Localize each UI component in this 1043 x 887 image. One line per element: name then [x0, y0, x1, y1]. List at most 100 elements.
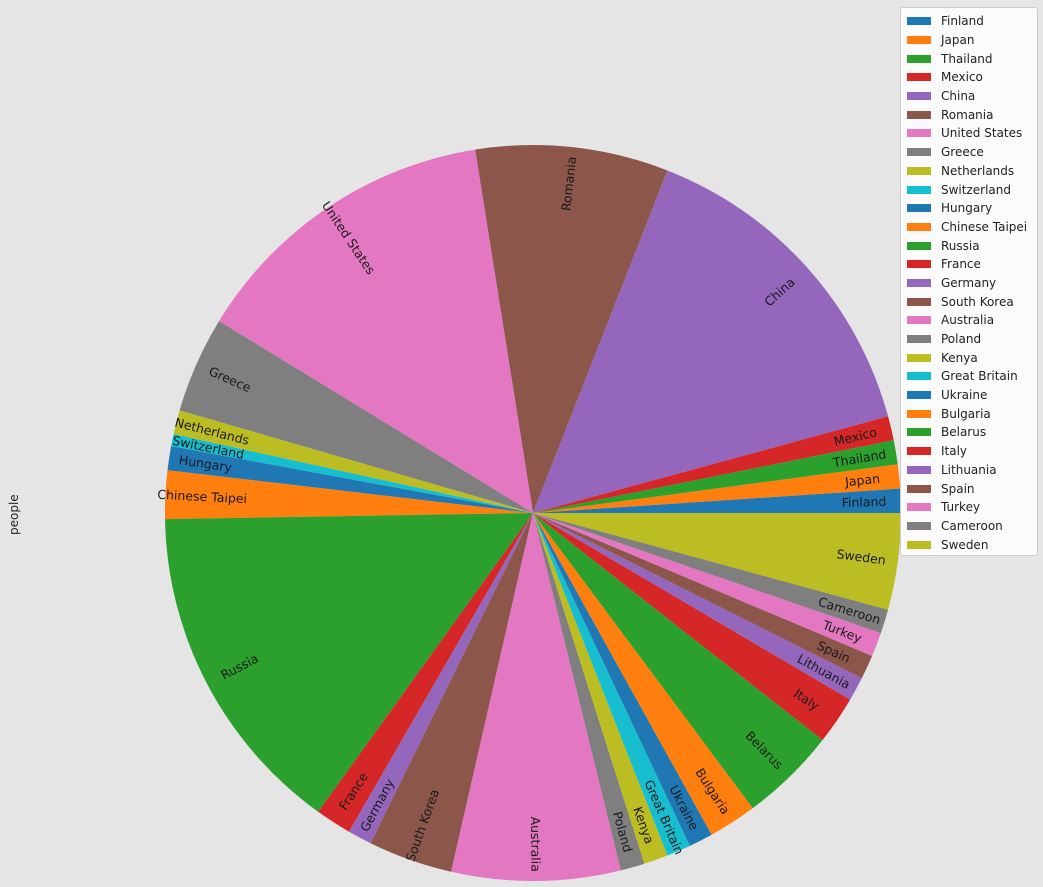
legend-item-sweden: Sweden: [907, 535, 1037, 554]
pie-slice-netherlands: [173, 410, 533, 513]
legend-item-bulgaria: Bulgaria: [907, 404, 1037, 423]
pie-slices: [165, 145, 901, 881]
legend-item-ukraine: Ukraine: [907, 386, 1037, 405]
legend-swatch: [907, 110, 931, 119]
legend-item-poland: Poland: [907, 330, 1037, 349]
legend-item-romania: Romania: [907, 105, 1037, 124]
pie-slice-china: [533, 170, 889, 513]
legend-label: Poland: [941, 332, 982, 347]
legend-item-great-britain: Great Britain: [907, 367, 1037, 386]
legend-swatch: [907, 409, 931, 418]
pie-slice-bulgaria: [533, 513, 753, 835]
legend-swatch: [907, 17, 931, 26]
pie-slice-lithuania: [533, 513, 862, 700]
slice-label-japan: Japan: [843, 471, 880, 489]
legend-label: Netherlands: [941, 163, 1015, 178]
legend-swatch: [907, 260, 931, 269]
slice-label-australia: Australia: [528, 816, 543, 871]
pie-slice-france: [318, 513, 533, 832]
pie-slice-australia: [451, 513, 621, 881]
pie-slice-belarus: [533, 513, 823, 809]
legend-item-australia: Australia: [907, 311, 1037, 330]
legend-swatch: [907, 185, 931, 194]
legend-swatch: [907, 204, 931, 213]
legend-label: Hungary: [941, 201, 993, 216]
legend-item-greece: Greece: [907, 143, 1037, 162]
pie-slice-poland: [533, 513, 645, 871]
y-axis-label: people: [7, 494, 21, 535]
legend-swatch: [907, 372, 931, 381]
legend-swatch: [907, 222, 931, 231]
legend-swatch: [907, 353, 931, 362]
pie-slice-spain: [533, 513, 873, 679]
legend-swatch: [907, 391, 931, 400]
legend-item-russia: Russia: [907, 236, 1037, 255]
slice-label-sweden: Sweden: [836, 546, 887, 567]
legend-label: Australia: [941, 313, 995, 328]
legend-label: South Korea: [941, 294, 1014, 309]
legend-label: United States: [941, 126, 1023, 141]
legend-item-thailand: Thailand: [907, 49, 1037, 68]
legend-label: Romania: [941, 107, 994, 122]
legend-item-china: China: [907, 87, 1037, 106]
legend-item-kenya: Kenya: [907, 348, 1037, 367]
pie-slice-italy: [533, 513, 851, 741]
legend-item-italy: Italy: [907, 442, 1037, 461]
legend-item-turkey: Turkey: [907, 498, 1037, 517]
pie-slice-ukraine: [533, 513, 712, 846]
pie-slice-turkey: [533, 513, 881, 656]
legend-label: Switzerland: [941, 182, 1011, 197]
legend-swatch: [907, 521, 931, 530]
pie-slice-cameroon: [533, 513, 889, 634]
legend-label: Bulgaria: [941, 406, 991, 421]
legend-label: Lithuania: [941, 462, 997, 477]
legend-item-france: France: [907, 255, 1037, 274]
legend-swatch: [907, 428, 931, 437]
legend-item-hungary: Hungary: [907, 199, 1037, 218]
legend-item-south-korea: South Korea: [907, 292, 1037, 311]
legend-swatch: [907, 54, 931, 63]
legend-label: Cameroon: [941, 518, 1003, 533]
legend-label: Finland: [941, 14, 984, 29]
pie-slice-japan: [533, 464, 901, 513]
legend-swatch: [907, 73, 931, 82]
legend-item-chinese-taipei: Chinese Taipei: [907, 218, 1037, 237]
legend-label: Great Britain: [941, 369, 1018, 384]
legend: Finland Japan Thailand Mexico China Romania Un…: [900, 7, 1038, 556]
legend-label: France: [941, 257, 981, 272]
legend-label: Chinese Taipei: [941, 219, 1028, 234]
legend-item-spain: Spain: [907, 479, 1037, 498]
slice-label-romania: Romania: [558, 156, 579, 212]
legend-swatch: [907, 503, 931, 512]
legend-swatch: [907, 335, 931, 344]
legend-item-japan: Japan: [907, 31, 1037, 50]
legend-swatch: [907, 297, 931, 306]
legend-label: Belarus: [941, 425, 987, 440]
pie-slice-united-states: [218, 149, 533, 513]
pie-slice-switzerland: [171, 434, 534, 513]
pie-slice-greece: [179, 321, 534, 513]
legend-item-mexico: Mexico: [907, 68, 1037, 87]
legend-label: Japan: [941, 33, 975, 48]
pie-slice-chinese-taipei: [165, 470, 533, 520]
pie-slice-germany: [349, 513, 533, 844]
pie-slice-romania: [475, 145, 668, 513]
pie-slice-thailand: [533, 440, 898, 513]
legend-item-switzerland: Switzerland: [907, 180, 1037, 199]
pie-slice-russia: [165, 513, 533, 812]
slice-label-chinese-taipei: Chinese Taipei: [157, 487, 247, 506]
legend-swatch: [907, 36, 931, 45]
legend-label: Germany: [941, 275, 997, 290]
legend-swatch: [907, 278, 931, 287]
legend-item-germany: Germany: [907, 274, 1037, 293]
legend-label: Spain: [941, 481, 975, 496]
legend-swatch: [907, 316, 931, 325]
pie-slice-great-britain: [533, 513, 690, 856]
legend-label: China: [941, 89, 976, 104]
legend-swatch: [907, 465, 931, 474]
legend-swatch: [907, 241, 931, 250]
legend-label: Turkey: [941, 500, 981, 515]
legend-item-belarus: Belarus: [907, 423, 1037, 442]
legend-item-finland: Finland: [907, 12, 1037, 31]
legend-item-netherlands: Netherlands: [907, 162, 1037, 181]
